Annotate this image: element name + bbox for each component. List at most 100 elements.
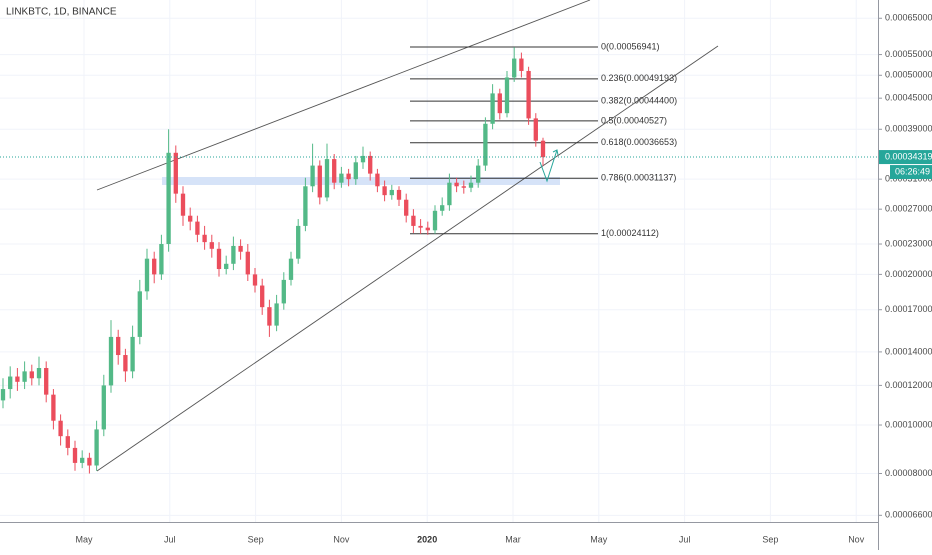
grid	[0, 0, 878, 522]
candle-body	[526, 70, 531, 119]
candle-body	[296, 225, 301, 259]
candle-body	[188, 215, 193, 222]
candle-body	[540, 140, 546, 158]
candle-body	[432, 210, 438, 231]
candles	[0, 47, 546, 474]
y-tick-label: 0.00017000	[885, 304, 932, 314]
arrow-head	[552, 149, 559, 156]
candle-body	[461, 186, 466, 188]
candle-body	[440, 205, 445, 211]
candle-body	[368, 155, 373, 174]
candle-body	[116, 336, 121, 356]
candle-body	[72, 447, 78, 463]
candle-body	[245, 251, 250, 275]
support-zone	[162, 177, 560, 185]
candle-body	[288, 258, 294, 280]
candle-body	[332, 159, 337, 183]
candle-body	[29, 371, 34, 379]
candle-body	[144, 258, 150, 292]
candle-body	[533, 118, 538, 141]
y-tick-label: 0.00050000	[885, 70, 932, 80]
price-axis-panel	[878, 0, 932, 550]
candle-body	[303, 186, 308, 226]
y-tick-label: 0.00010000	[885, 419, 932, 429]
fib-label: 0.618(0.00036653)	[601, 137, 677, 147]
candle-body	[389, 189, 394, 196]
candle-body	[36, 368, 42, 379]
y-tick-label: 0.00027000	[885, 204, 932, 214]
fib-label: 1(0.00024112)	[601, 228, 659, 238]
candle-body	[159, 244, 164, 275]
candle-body	[512, 58, 517, 78]
candle-body	[130, 336, 135, 372]
candle-body	[504, 77, 510, 114]
fib-label: 0.5(0.00040527)	[601, 115, 667, 125]
candle-body	[476, 165, 481, 183]
candle-body	[281, 279, 286, 304]
channel-upper	[96, 0, 591, 191]
candle-body	[65, 436, 70, 448]
candle-body	[425, 227, 430, 231]
candle-body	[87, 457, 92, 466]
x-tick-label: Nov	[333, 534, 350, 544]
candle-body	[108, 336, 114, 386]
candle-body	[224, 263, 229, 270]
candle-body	[447, 182, 452, 206]
channel-lower	[96, 45, 719, 472]
y-tick-label: 0.00006600	[885, 510, 932, 520]
candle-body	[80, 457, 85, 463]
x-tick-label: Jul	[164, 534, 176, 544]
candle-body	[94, 429, 99, 466]
candle-body	[324, 159, 330, 198]
candle-body	[310, 165, 315, 187]
y-tick-label: 0.00045000	[885, 93, 932, 103]
candle-body	[101, 385, 106, 430]
candle-body	[267, 307, 272, 326]
x-tick-label: Mar	[505, 534, 521, 544]
y-tick-label: 0.00023000	[885, 238, 932, 248]
candle-body	[375, 173, 380, 187]
x-tick-label: Jul	[679, 534, 691, 544]
y-tick-label: 0.00055000	[885, 49, 932, 59]
fib-label: 0.786(0.00031137)	[601, 173, 676, 183]
candle-body	[195, 221, 200, 235]
candle-body	[346, 173, 351, 180]
candle-body	[238, 245, 243, 252]
candle-body	[51, 394, 56, 421]
chart-title: LINKBTC, 1D, BINANCE	[6, 7, 117, 18]
y-tick-label: 0.00039000	[885, 124, 932, 134]
fib-label: 0(0.00056941)	[601, 41, 660, 51]
current-price-label: 0.00034319	[885, 151, 932, 161]
x-tick-label: Sep	[248, 534, 264, 544]
candle-body	[260, 285, 265, 308]
candle-body	[418, 225, 423, 228]
candle-body	[152, 258, 157, 275]
candle-body	[8, 376, 13, 390]
candle-body	[166, 152, 171, 245]
fib-retracement: 0(0.00056941) 0.236(0.00049193) 0.382(0.00…	[410, 41, 677, 238]
candle-body	[58, 420, 63, 437]
x-tick-label: Nov	[848, 534, 865, 544]
current-price-badge	[879, 150, 932, 165]
x-tick-label: May	[75, 534, 93, 544]
candle-body	[396, 189, 402, 200]
candle-body	[490, 93, 495, 124]
candle-body	[382, 186, 387, 196]
y-tick-label: 0.00012000	[885, 380, 932, 390]
candle-body	[137, 291, 142, 337]
candle-body	[44, 368, 49, 395]
candle-body	[209, 242, 214, 249]
candle-body	[404, 199, 409, 216]
candle-body	[22, 371, 27, 382]
candle-body	[274, 303, 279, 326]
candle-body	[353, 162, 358, 180]
candle-body	[0, 389, 6, 401]
time-axis-panel	[0, 522, 878, 550]
candle-body	[231, 245, 236, 264]
candle-body	[317, 165, 322, 198]
y-tick-label: 0.00065000	[885, 13, 932, 23]
y-tick-label: 0.00020000	[885, 269, 932, 279]
candle-body	[15, 376, 20, 382]
